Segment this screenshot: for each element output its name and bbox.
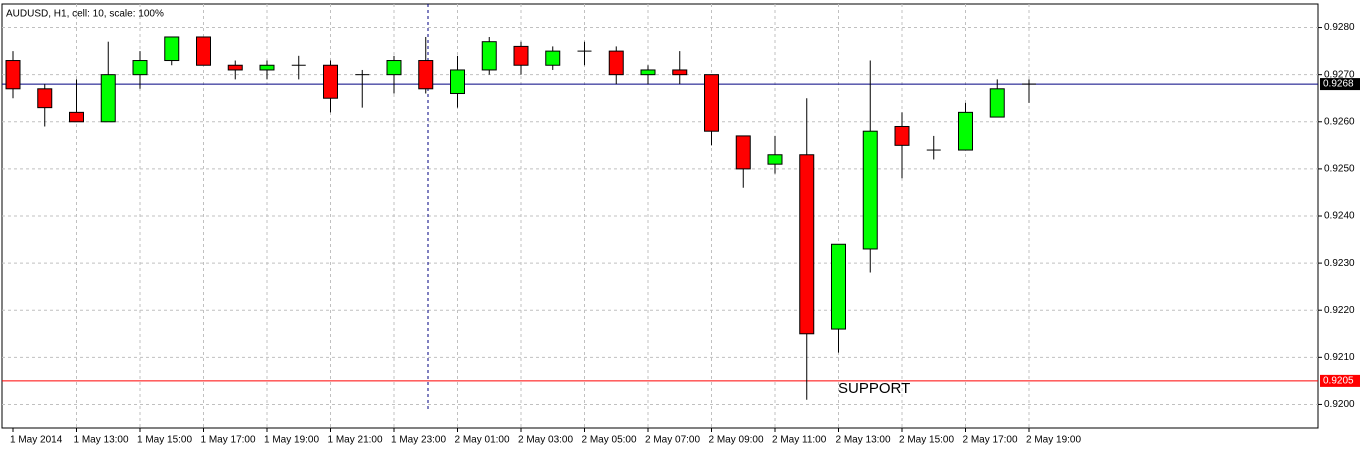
candle-body (862, 130, 878, 250)
candle-body (958, 111, 973, 151)
x-tick-label: 2 May 01:00 (455, 435, 510, 446)
candle-body (704, 74, 719, 132)
candle-body (640, 69, 656, 76)
candle-body (831, 243, 846, 330)
candle-body (608, 50, 624, 76)
candle-body (450, 69, 465, 95)
candle-body (513, 45, 529, 66)
y-tick-label: 0.9240 (1324, 211, 1355, 222)
x-tick-label: 1 May 13:00 (74, 435, 129, 446)
x-tick-label: 2 May 03:00 (518, 435, 573, 446)
x-tick-label: 2 May 07:00 (645, 435, 700, 446)
candle-body (418, 60, 434, 90)
candle-body (5, 60, 21, 90)
candle-body (196, 36, 211, 66)
candle-body (545, 50, 561, 66)
candle-body (132, 60, 148, 76)
annotation: SUPPORT (838, 380, 910, 397)
candle-body (164, 36, 180, 62)
x-tick-label: 2 May 19:00 (1026, 435, 1081, 446)
x-tick-label: 1 May 23:00 (391, 435, 446, 446)
candle-body (259, 64, 275, 71)
x-tick-label: 1 May 19:00 (264, 435, 319, 446)
x-tick-label: 2 May 13:00 (836, 435, 891, 446)
candle-body (323, 64, 338, 99)
x-tick-label: 1 May 17:00 (201, 435, 256, 446)
candle-body (37, 88, 53, 109)
x-tick-label: 2 May 05:00 (582, 435, 637, 446)
x-tick-label: 2 May 11:00 (772, 435, 827, 446)
y-tick-label: 0.9270 (1324, 69, 1355, 80)
y-tick-label: 0.9230 (1324, 258, 1355, 269)
x-tick-label: 1 May 15:00 (137, 435, 192, 446)
candle-body (386, 60, 402, 76)
candle-body (989, 88, 1005, 118)
y-tick-label: 0.9250 (1324, 164, 1355, 175)
x-tick-label: 2 May 09:00 (709, 435, 764, 446)
price-label-bg (1320, 78, 1360, 91)
plot-area (1, 3, 1319, 429)
candle-body (69, 111, 84, 123)
x-tick-label: 2 May 15:00 (899, 435, 954, 446)
price-label-bg (1320, 374, 1360, 387)
candle-body (481, 41, 497, 71)
y-tick-label: 0.9260 (1324, 116, 1355, 127)
candle-body (735, 135, 751, 170)
x-tick-label: 2 May 17:00 (963, 435, 1018, 446)
y-tick-label: 0.9210 (1324, 352, 1355, 363)
y-tick-label: 0.9280 (1324, 22, 1355, 33)
y-tick-label: 0.9200 (1324, 399, 1355, 410)
candle-body (672, 69, 688, 76)
candle-body (799, 154, 815, 335)
candle-body (100, 74, 116, 123)
price-label: 0.9268 (1323, 79, 1354, 90)
x-tick-label: 1 May 2014 (10, 435, 63, 446)
candle-body (767, 154, 783, 165)
y-tick-label: 0.9220 (1324, 305, 1355, 316)
candle-body (894, 125, 910, 146)
chart-title: AUDUSD, H1, cell: 10, scale: 100% (6, 9, 164, 20)
price-label: 0.9205 (1323, 376, 1354, 387)
x-tick-label: 1 May 21:00 (328, 435, 383, 446)
candle-body (227, 64, 243, 71)
